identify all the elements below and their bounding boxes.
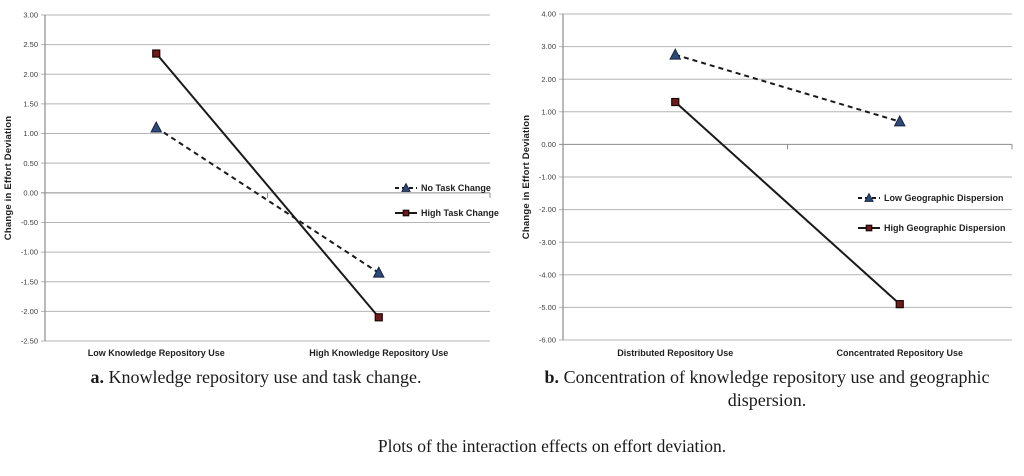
legend-item: High Task Change <box>395 208 499 218</box>
caption-b-text: Concentration of knowledge repository us… <box>559 367 990 410</box>
y-axis-title: Change in Effort Deviation <box>521 115 532 239</box>
square-marker <box>895 300 904 309</box>
x-category-label: Distributed Repository Use <box>617 348 733 358</box>
y-tick-label: 2.50 <box>23 40 38 49</box>
y-tick-label: -6.00 <box>539 336 556 345</box>
x-category-label: High Knowledge Repository Use <box>309 348 448 358</box>
chart-svg: 4.00 3.00 2.00 1.00 0.00 -1.00 -2.00 -3.00 -4.00… <box>521 10 1013 358</box>
y-axis-title: Change in Effort Deviation <box>3 116 14 240</box>
square-marker <box>671 97 680 107</box>
y-tick-label: -3.00 <box>539 238 556 247</box>
caption-b-label: b. <box>544 367 560 387</box>
x-category-label: Low Knowledge Repository Use <box>88 348 225 358</box>
square-marker <box>865 224 873 232</box>
y-tick-label: -1.00 <box>539 173 556 182</box>
y-tick-label: 0.00 <box>541 140 556 149</box>
y-tick-label: -2.00 <box>21 307 38 316</box>
legend-item: High Geographic Dispersion <box>858 223 1006 233</box>
square-marker <box>152 49 161 58</box>
y-tick-label: 3.00 <box>23 11 38 20</box>
y-tick-label: -1.50 <box>21 277 38 286</box>
legend-label: No Task Change <box>421 183 491 193</box>
y-tick-label: 1.50 <box>23 100 38 109</box>
triangle-marker <box>669 48 682 60</box>
y-tick-label: -2.00 <box>539 205 556 214</box>
legend-label: High Geographic Dispersion <box>884 223 1006 233</box>
square-marker <box>402 209 410 217</box>
x-category-label: Concentrated Repository Use <box>836 348 963 358</box>
y-tick-label: 1.00 <box>23 129 38 138</box>
caption-a-label: a. <box>90 367 105 387</box>
interaction-plot-b: 4.00 3.00 2.00 1.00 0.00 -1.00 -2.00 -3.00 -4.00… <box>512 0 1024 360</box>
triangle-marker <box>150 120 163 133</box>
legend-label: High Task Change <box>421 208 499 218</box>
series-line <box>674 101 901 305</box>
series-line <box>155 126 380 274</box>
interaction-plot-a: 3.00 2.50 2.00 1.50 1.00 0.50 0.00 -0.50 -1.00 -1… <box>0 0 512 360</box>
y-tick-label: -2.50 <box>21 337 38 346</box>
triangle-marker <box>864 192 874 202</box>
y-tick-label: 2.00 <box>23 70 38 79</box>
y-tick-label: -1.00 <box>21 248 38 257</box>
y-tick-label: 4.00 <box>541 10 556 19</box>
chart-svg: 3.00 2.50 2.00 1.50 1.00 0.50 0.00 -0.50 -1.00 -1… <box>3 11 499 358</box>
series-line <box>155 52 380 318</box>
figure-caption: Plots of the interaction effects on effo… <box>377 436 727 456</box>
y-tick-label: -4.00 <box>539 270 556 279</box>
square-marker <box>374 313 383 322</box>
caption-b: b. Concentration of knowledge repository… <box>516 366 1018 411</box>
triangle-marker <box>372 266 385 278</box>
legend-item: Low Geographic Dispersion <box>858 192 1004 203</box>
legend-item: No Task Change <box>395 182 491 193</box>
y-tick-label: 1.00 <box>541 107 556 116</box>
caption-a: a. Knowledge repository use and task cha… <box>8 366 504 389</box>
series-line <box>674 53 901 123</box>
y-tick-label: 0.00 <box>23 188 38 197</box>
caption-a-text: Knowledge repository use and task change… <box>104 367 422 387</box>
y-tick-label: -5.00 <box>539 303 556 312</box>
triangle-marker <box>893 114 906 127</box>
triangle-marker <box>401 182 411 192</box>
y-tick-label: -0.50 <box>21 218 38 227</box>
y-tick-label: 2.00 <box>541 75 556 84</box>
legend-label: Low Geographic Dispersion <box>884 193 1004 203</box>
y-tick-label: 0.50 <box>23 159 38 168</box>
y-tick-label: 3.00 <box>541 42 556 51</box>
